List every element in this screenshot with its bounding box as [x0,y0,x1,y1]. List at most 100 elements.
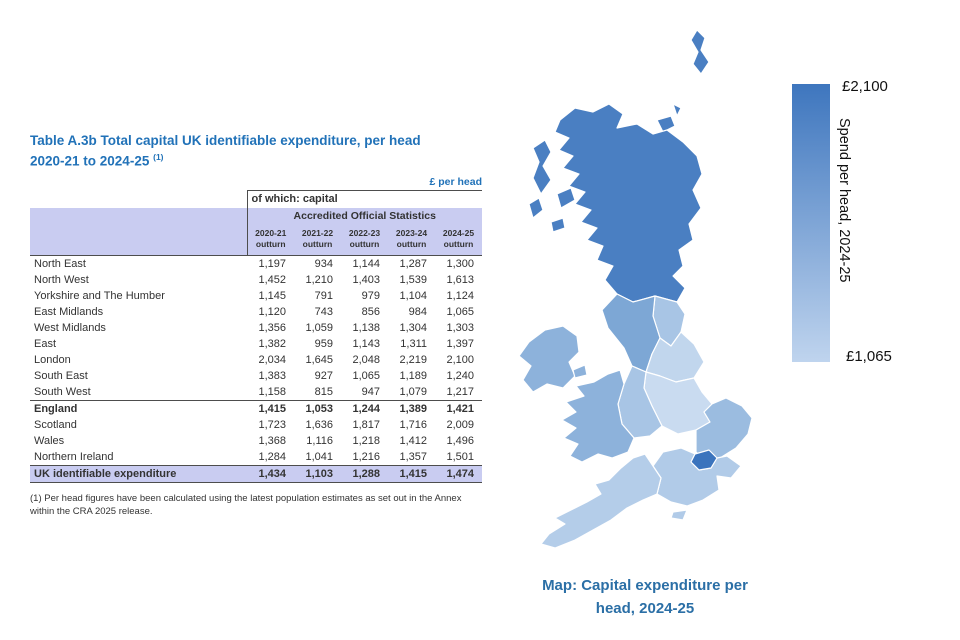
cell: 1,104 [399,289,427,302]
map-legend: £2,100 £1,065 Spend per head, 2024-25 [792,78,952,380]
row-label: Yorkshire and The Humber [34,289,165,302]
accredited-official-statistics-label: Accredited Official Statistics [246,207,482,224]
cell: 1,300 [446,257,474,270]
legend-max-label: £2,100 [842,78,888,95]
of-which-capital-label: of which: capital [246,189,482,208]
cell: 1,284 [258,450,286,463]
table-row: South West 1,158 815 947 1,079 1,217 [30,384,482,401]
cell: 1,288 [341,464,388,483]
table-footnote: (1) Per head figures have been calculate… [30,492,462,517]
cell: 1,613 [446,273,474,286]
cell: 1,397 [446,337,474,350]
header-spacer [30,190,247,208]
cell: 1,304 [399,321,427,334]
cell: 791 [314,289,333,302]
cell: 947 [361,385,380,398]
table-row: Yorkshire and The Humber 1,145 791 979 1… [30,288,482,304]
cell: 1,065 [352,369,380,382]
cell: 1,103 [294,464,341,483]
table-row: East 1,382 959 1,143 1,311 1,397 [30,336,482,352]
table-row: Northern Ireland 1,284 1,041 1,216 1,357… [30,449,482,466]
cell: 1,079 [399,385,427,398]
cell: 1,144 [352,257,380,270]
cell: 856 [361,305,380,318]
cell: 927 [314,369,333,382]
cell: 1,368 [258,434,286,447]
cell: 1,197 [258,257,286,270]
cell: 1,217 [446,385,474,398]
cell: 2,048 [352,353,380,366]
table-row: Scotland 1,723 1,636 1,817 1,716 2,009 [30,417,482,433]
cell: 1,645 [305,353,333,366]
table-title-line2: 2020-21 to 2024-25 [30,153,150,169]
cell: 1,496 [446,434,474,447]
cell: 1,120 [258,305,286,318]
cell: 1,434 [247,464,294,483]
cell: 1,421 [435,399,482,417]
table-row: London 2,034 1,645 2,048 2,219 2,100 [30,352,482,368]
expenditure-table-block: Table A.3b Total capital UK identifiable… [30,131,482,518]
cell: 1,138 [352,321,380,334]
cell: 1,389 [388,399,435,417]
cell: 1,415 [388,464,435,483]
cell: 979 [361,289,380,302]
legend-min-label: £1,065 [846,348,892,365]
cell: 1,059 [305,321,333,334]
cell: 1,716 [399,418,427,431]
cell: 2,009 [446,418,474,431]
row-label: West Midlands [34,321,106,334]
table-title-note-ref: (1) [153,151,164,162]
legend-axis-label: Spend per head, 2024-25 [836,118,852,283]
cell: 934 [314,257,333,270]
legend-gradient-bar [792,84,830,362]
map-region-northern-ireland [518,325,580,393]
cell: 1,382 [258,337,286,350]
table-title-line1: Table A.3b Total capital UK identifiable… [30,133,421,148]
region-column-header [30,207,247,256]
column-header-2023-24: 2023-24 outturn [388,223,435,256]
table-row: South East 1,383 927 1,065 1,189 1,240 [30,368,482,384]
cell: 1,065 [446,305,474,318]
cell: 1,311 [400,337,427,350]
map-caption: Map: Capital expenditure per head, 2024-… [495,575,795,620]
cell: 1,145 [258,289,286,302]
cell: 1,415 [247,399,294,417]
cell: 1,474 [435,464,482,483]
row-label: East [34,337,57,350]
cell: 1,723 [258,418,286,431]
table-row-england-total: England 1,415 1,053 1,244 1,389 1,421 [30,399,482,417]
cell: 1,412 [399,434,427,447]
cell: 1,218 [352,434,380,447]
cell: 1,210 [305,273,333,286]
cell: 2,100 [446,353,474,366]
column-header-2021-22: 2021-22 outturn [294,223,341,256]
cell: 984 [408,305,427,318]
header-row-of-which: of which: capital [30,189,482,208]
row-label: East Midlands [34,305,104,318]
row-label: North East [34,257,86,270]
table-row-uk-total: UK identifiable expenditure 1,434 1,103 … [30,464,482,483]
cell: 1,403 [352,273,380,286]
cell: 1,116 [306,434,333,447]
row-label: South East [34,369,88,382]
row-label: Northern Ireland [34,450,114,463]
expenditure-table: of which: capital Accredited Official St… [30,189,482,483]
map-region-wales [561,364,635,463]
column-header-2020-21: 2020-21 outturn [246,223,294,256]
cell: 1,287 [399,257,427,270]
table-title: Table A.3b Total capital UK identifiable… [30,131,482,171]
map-region-london [690,449,718,471]
cell: 1,303 [446,321,474,334]
map-region-scotland [528,29,710,303]
cell: 1,356 [258,321,286,334]
column-header-2024-25: 2024-25 outturn [435,223,482,256]
cell: 959 [314,337,333,350]
cell: 1,124 [446,289,474,302]
cell: 1,817 [352,418,380,431]
cell: 1,041 [305,450,333,463]
cell: 1,240 [446,369,474,382]
uk-choropleth-map [518,29,753,549]
cell: 1,244 [341,399,388,417]
unit-label: £ per head [429,175,482,188]
